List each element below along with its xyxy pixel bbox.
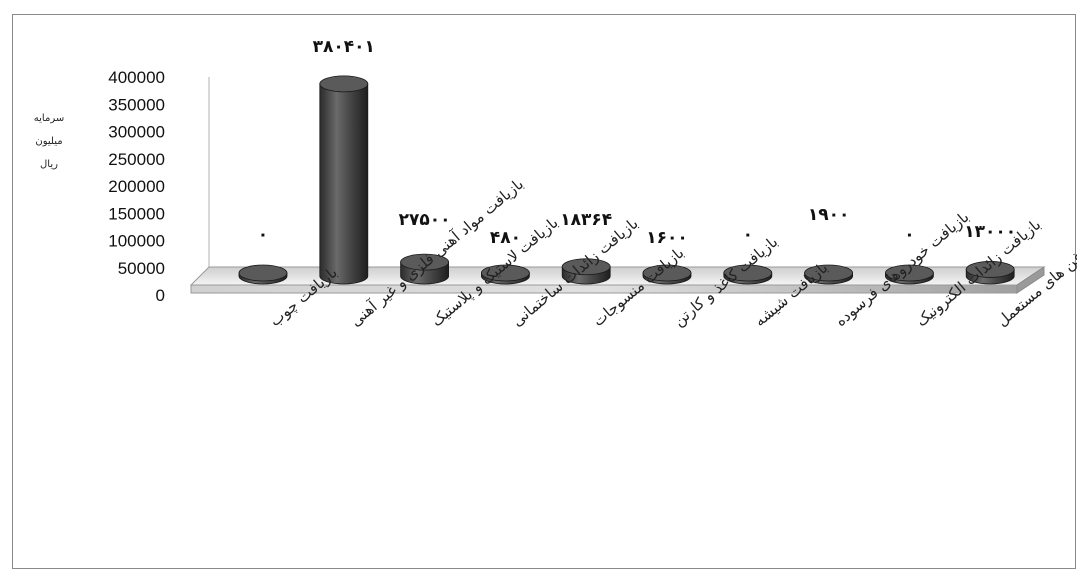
data-label: ۱۹۰۰ — [808, 205, 850, 225]
y-tick-label: 300000 — [108, 123, 165, 142]
chart-floor-side — [1016, 266, 1045, 294]
bar-top — [561, 258, 611, 276]
data-label: ۱۸۳۶۴ — [560, 210, 612, 230]
data-label: ۳۸۰۴۰۱ — [313, 37, 375, 57]
bar-cylinder — [965, 261, 1015, 285]
bar-cylinder — [480, 264, 530, 285]
y-axis-ticks: 0 50000 100000 150000 200000 250000 300000 3500… — [108, 68, 165, 305]
bar-cylinder — [723, 264, 773, 285]
y-tick-label: 100000 — [108, 232, 165, 251]
y-tick-label: 200000 — [108, 177, 165, 196]
data-label: ۰ — [904, 225, 914, 245]
y-tick-label: 150000 — [108, 204, 165, 223]
data-label: ۲۷۵۰۰ — [399, 210, 451, 230]
data-label: ۴۸۰ — [490, 228, 521, 248]
bar-top — [238, 264, 288, 282]
y-axis-title: سرمایه میلیون ریال — [34, 113, 64, 170]
y-axis-title-line-2: میلیون — [35, 136, 62, 147]
data-label: ۱۶۰۰ — [646, 228, 688, 248]
bar-top — [400, 253, 450, 271]
y-tick-label: 0 — [156, 286, 165, 305]
y-axis-title-line-1: سرمایه — [34, 113, 64, 124]
bar-cylinder — [400, 253, 450, 285]
bar-top — [723, 264, 773, 282]
y-tick-label: 400000 — [108, 68, 165, 87]
bar-cylinder — [642, 264, 692, 285]
bar-body — [319, 83, 369, 285]
y-tick-label: 50000 — [118, 259, 165, 278]
category-labels-group: بازیافت چوب بازیافت مواد آهنی فلزی و غیر … — [266, 175, 1077, 331]
bar-cylinder — [885, 264, 934, 285]
data-labels-group: ۰ ۳۸۰۴۰۱ ۲۷۵۰۰ ۴۸۰ ۱۸۳۶۴ ۱۶۰۰ ۰ ۱۹۰۰ ۰ ۱۳۰۰۰ — [258, 37, 1016, 248]
bar-cylinder — [561, 258, 611, 285]
chart-frame: سرمایه میلیون ریال 0 50000 100000 150000 200… — [12, 14, 1077, 569]
bar-top — [885, 264, 934, 282]
bars-group — [238, 75, 1015, 285]
bar-cylinder — [319, 75, 369, 285]
data-label: ۰ — [258, 225, 268, 245]
bar-top — [642, 264, 692, 282]
y-axis-title-line-3: ریال — [40, 159, 58, 170]
bar-top — [480, 264, 530, 282]
category-label: بازیافت مواد آهنی فلزی و غیر آهنی — [347, 175, 527, 330]
cylinder-bar-chart: سرمایه میلیون ریال 0 50000 100000 150000 200… — [34, 37, 1077, 331]
bar-top — [804, 264, 853, 282]
bar-cylinder — [238, 264, 288, 285]
bar-top — [319, 75, 369, 93]
y-tick-label: 250000 — [108, 150, 165, 169]
data-label: ۰ — [743, 225, 753, 245]
bar-cylinder — [804, 264, 853, 285]
bar-top — [965, 261, 1015, 278]
y-tick-label: 350000 — [108, 95, 165, 114]
data-label: ۱۳۰۰۰ — [964, 222, 1016, 242]
